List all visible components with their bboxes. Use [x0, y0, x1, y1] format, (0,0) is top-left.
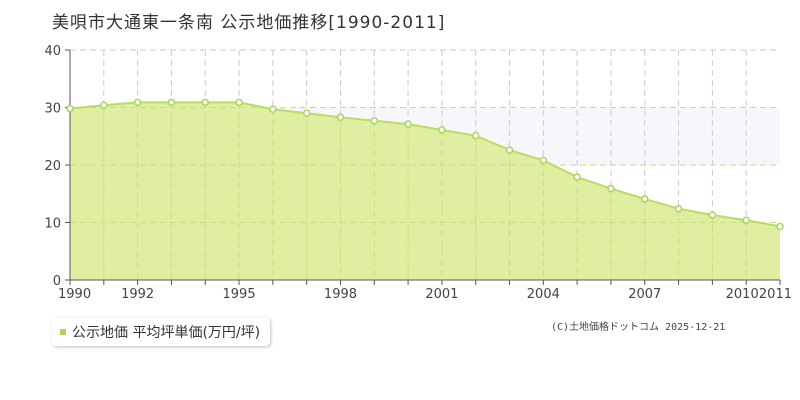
x-tick-label-2011: 2011: [759, 287, 792, 302]
data-area: [69, 101, 781, 280]
data-point-2005: [573, 173, 581, 181]
data-point-2007: [641, 195, 649, 203]
data-point-2001: [438, 126, 446, 134]
x-tick-label-1992: 1992: [121, 287, 154, 302]
x-tick-label-2007: 2007: [628, 287, 661, 302]
data-point-1995: [235, 98, 243, 107]
data-point-2002: [471, 131, 480, 140]
y-tick-label-10: 10: [44, 217, 61, 232]
y-tick-label-40: 40: [44, 44, 61, 59]
data-point-1990: [66, 104, 74, 113]
tick-labels: 0 10 20 30 40 1990 1992 1995 1998 2001 2004 2007 201…: [44, 44, 792, 302]
y-tick-label-20: 20: [44, 159, 61, 174]
area-fill: [70, 102, 780, 280]
x-tick-label-1995: 1995: [223, 287, 256, 302]
x-tick-label-1990: 1990: [58, 287, 91, 302]
y-tick-label-0: 0: [53, 274, 61, 289]
data-point-1993: [167, 98, 176, 107]
data-point-1998: [336, 113, 345, 122]
data-point-2009: [708, 211, 717, 219]
x-tick-label-2010: 2010: [726, 287, 759, 302]
x-tick-label-2004: 2004: [527, 287, 560, 302]
data-point-1992: [133, 98, 142, 107]
data-point-2006: [607, 184, 615, 193]
series-line: [69, 101, 781, 228]
data-point-1999: [370, 116, 379, 125]
legend-swatch: [60, 329, 66, 335]
data-point-2008: [674, 204, 683, 213]
data-points: [66, 98, 784, 231]
legend: 公示地価 平均坪単価(万円/坪): [52, 318, 271, 346]
legend-label: 公示地価 平均坪単価(万円/坪): [72, 325, 261, 341]
axes: [65, 49, 781, 285]
band-40-30: [70, 50, 780, 108]
data-point-1991: [100, 101, 108, 109]
credit-text: (C)土地価格ドットコム 2025-12-21: [551, 322, 726, 333]
data-point-1997: [302, 109, 311, 117]
chart-title: 美唄市大通東一条南 公示地価推移[1990-2011]: [52, 13, 446, 33]
data-point-1994: [201, 98, 209, 107]
data-point-1996: [269, 105, 277, 113]
x-tick-label-2001: 2001: [425, 287, 458, 302]
y-tick-label-30: 30: [44, 102, 61, 117]
data-point-2003: [505, 146, 514, 154]
data-point-2010: [742, 216, 750, 224]
data-point-2004: [539, 156, 548, 165]
x-tick-label-1998: 1998: [324, 287, 357, 302]
data-point-2000: [404, 120, 412, 128]
data-point-2011: [776, 222, 784, 231]
